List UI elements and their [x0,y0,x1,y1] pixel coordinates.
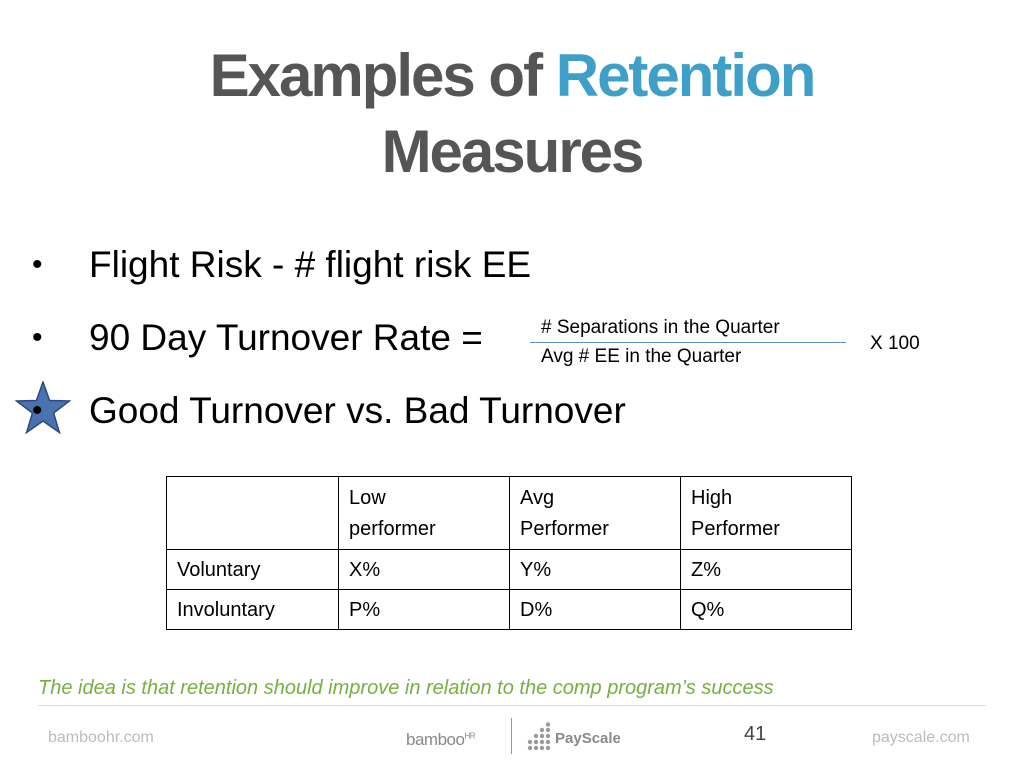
title-line-2: Measures [381,118,645,185]
footer-divider [38,705,986,706]
header-line: performer [349,518,436,540]
retention-note: The idea is that retention should improv… [38,677,774,699]
page-number: 41 [744,723,767,745]
bullet-text: 90 Day Turnover Rate = [89,317,483,358]
fraction-bar [530,342,846,343]
table-cell: Z% [680,549,852,590]
bullet-dot: • [32,321,43,354]
header-line: Avg [520,487,555,509]
logo-divider [511,718,512,754]
header-line: Performer [691,518,780,540]
bullet-text: Flight Risk - # flight risk EE [89,244,532,285]
table-header-cell [166,476,339,550]
header-line: Performer [520,518,609,540]
table-row: Involuntary P% D% Q% [166,589,852,630]
footer-payscale-link[interactable]: payscale.com [872,729,970,746]
slide-title: Examples of Retention Measures [0,38,1024,190]
bullet-good-bad-turnover: • Good Turnover vs. Bad Turnover [0,386,1024,436]
bullet-flight-risk: • Flight Risk - # flight risk EE [0,240,1024,290]
formula-multiplier: X 100 [870,333,920,354]
bullet-dot: • [32,394,43,427]
turnover-matrix-table: Low performer Avg Performer High Performer … [166,476,852,630]
turnover-formula: # Separations in the Quarter Avg # EE in… [530,314,850,371]
title-line-1: Examples of Retention [0,38,1024,114]
table-cell: Q% [680,589,852,630]
table-header-cell: Avg Performer [509,476,681,550]
bamboo-logo-text: bamboo [406,730,465,749]
table-cell: P% [338,589,510,630]
table-header-cell: High Performer [680,476,852,550]
bamboohr-logo: bambooHR [406,730,475,750]
payscale-dots-icon [527,722,551,751]
bullet-turnover-rate: • 90 Day Turnover Rate = [0,313,1024,363]
table-header-cell: Low performer [338,476,510,550]
bullet-text: Good Turnover vs. Bad Turnover [89,390,626,431]
bullet-dot: • [32,248,43,281]
table-cell: D% [509,589,681,630]
title-text: Examples of [209,42,556,109]
formula-denominator: Avg # EE in the Quarter [541,346,742,367]
table-cell: Y% [509,549,681,590]
table-row-label: Voluntary [166,549,339,590]
bamboo-logo-mark: HR [464,731,475,741]
formula-numerator: # Separations in the Quarter [541,317,780,338]
table-header-row: Low performer Avg Performer High Performer [166,476,852,550]
table-row-label: Involuntary [166,589,339,630]
title-accent-text: Retention [555,42,817,109]
header-line: High [691,487,733,509]
table-cell: X% [338,549,510,590]
star-icon [15,381,71,435]
payscale-logo-text: PayScale [555,730,621,747]
footer-logos: bambooHR PayScale [400,718,630,754]
header-line: Low [349,487,386,509]
footer-bamboohr-link[interactable]: bamboohr.com [48,729,154,746]
table-row: Voluntary X% Y% Z% [166,549,852,590]
